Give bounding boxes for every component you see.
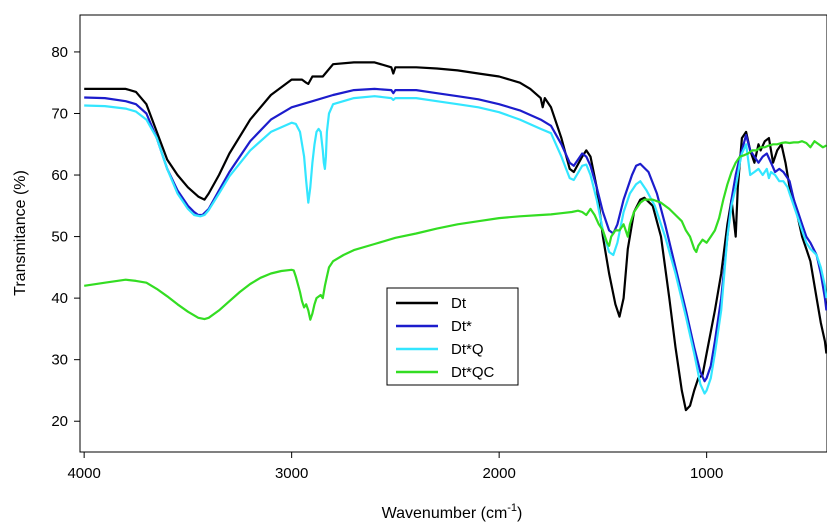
x-axis-title-close: )	[517, 505, 522, 522]
x-axis: 4000 3000 2000 1000	[67, 452, 723, 482]
legend: Dt Dt* Dt*Q Dt*QC	[386, 287, 519, 386]
y-axis-title: Transmitance (%)	[12, 170, 29, 296]
y-tick-label: 40	[51, 290, 68, 307]
x-tick-label: 4000	[67, 465, 100, 482]
y-tick-label: 70	[51, 105, 68, 122]
x-tick-label: 1000	[690, 465, 723, 482]
y-tick-label: 20	[51, 413, 68, 430]
series-line-dtstarq	[84, 95, 827, 395]
y-tick-label: 30	[51, 352, 68, 369]
x-axis-title-main: Wavenumber (cm	[382, 505, 508, 522]
legend-label: Dt*QC	[451, 364, 495, 381]
y-tick-label: 60	[51, 167, 68, 184]
x-tick-label: 3000	[275, 465, 308, 482]
legend-label: Dt	[451, 295, 467, 312]
x-axis-title-superscript: -1	[507, 502, 517, 514]
series-layer	[84, 61, 827, 412]
legend-label: Dt*Q	[451, 341, 484, 358]
series-line-dtstarqc	[84, 140, 827, 321]
y-axis: 20 30 40 50 60 70 80	[51, 44, 80, 430]
series-line-dt	[84, 61, 827, 412]
legend-label: Dt*	[451, 318, 472, 335]
series-line-dtstar	[84, 87, 827, 383]
y-tick-label: 80	[51, 44, 68, 61]
y-tick-label: 50	[51, 229, 68, 246]
plot-frame	[79, 14, 827, 453]
x-tick-label: 2000	[482, 465, 515, 482]
x-axis-title: Wavenumber (cm-1)	[382, 502, 523, 522]
